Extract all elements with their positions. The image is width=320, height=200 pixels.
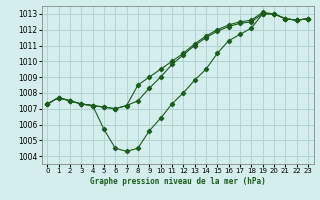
- X-axis label: Graphe pression niveau de la mer (hPa): Graphe pression niveau de la mer (hPa): [90, 177, 266, 186]
